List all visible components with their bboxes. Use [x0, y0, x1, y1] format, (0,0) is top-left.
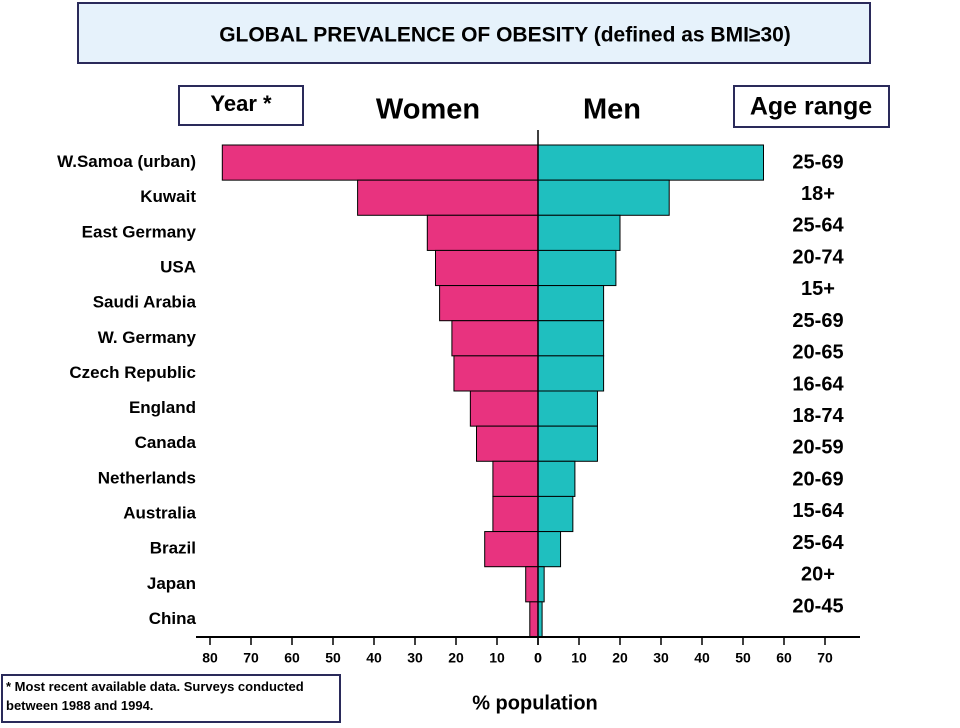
footnote: * Most recent available data. Surveys co… [6, 679, 304, 713]
category-label: Saudi Arabia [93, 293, 197, 312]
bar [537, 495, 574, 533]
x-tick-label: 50 [325, 650, 341, 666]
bar [492, 460, 539, 497]
x-tick-label: 30 [407, 650, 423, 666]
category-label: W.Samoa (urban) [57, 152, 196, 171]
age-range: 18+ [801, 183, 835, 205]
bar [221, 144, 539, 181]
x-tick-label: 70 [817, 650, 833, 666]
category-label: Brazil [150, 539, 196, 558]
bar [537, 355, 605, 392]
bar [537, 214, 621, 251]
bar [476, 425, 539, 462]
x-tick-label: 20 [448, 650, 464, 666]
x-tick-label: 20 [612, 650, 628, 666]
category-label: East Germany [82, 222, 197, 241]
x-tick-label: 40 [694, 650, 710, 666]
age-range: 20+ [801, 564, 835, 586]
x-axis-label: % population [472, 692, 598, 714]
bar [453, 355, 539, 392]
title-box [77, 2, 871, 64]
age-range: 20-59 [792, 437, 843, 459]
category-label: Kuwait [140, 187, 196, 206]
bar [537, 144, 764, 181]
category-label: Czech Republic [69, 363, 196, 382]
bar [426, 214, 539, 251]
age-box [733, 85, 890, 128]
bar [484, 531, 539, 568]
x-tick-label: 60 [776, 650, 792, 666]
right-header: Age range [750, 93, 872, 121]
age-range: 18-74 [792, 405, 844, 427]
age-range: 25-64 [792, 532, 844, 554]
bar [439, 285, 539, 322]
bar [492, 495, 539, 533]
bar [537, 285, 605, 322]
bar [537, 390, 598, 427]
x-tick-label: 40 [366, 650, 382, 666]
age-range: 20-69 [792, 468, 843, 490]
bar [469, 390, 539, 427]
age-range: 25-69 [792, 151, 843, 173]
bar [435, 249, 539, 287]
category-label: England [129, 398, 196, 417]
bar [537, 531, 562, 568]
x-tick-label: 0 [534, 650, 542, 666]
x-tick-label: 70 [243, 650, 259, 666]
x-tick-label: 10 [489, 650, 505, 666]
bar [525, 566, 539, 603]
bar [529, 601, 539, 638]
x-tick-label: 60 [284, 650, 300, 666]
year-box [178, 85, 304, 126]
category-label: Netherlands [98, 468, 196, 487]
bar [537, 425, 598, 462]
age-range: 20-74 [792, 246, 844, 268]
x-tick-label: 50 [735, 650, 751, 666]
category-label: USA [160, 257, 196, 276]
x-tick-label: 30 [653, 650, 669, 666]
category-label: Canada [135, 433, 197, 452]
age-range: 25-69 [792, 310, 843, 332]
age-range: 20-65 [792, 342, 843, 364]
bar [537, 320, 605, 357]
bar [537, 460, 576, 497]
bar [357, 179, 539, 216]
legend-women: Women [376, 94, 480, 126]
x-tick-label: 0 [534, 650, 542, 666]
bar [537, 566, 545, 603]
x-tick-label: 10 [571, 650, 587, 666]
x-tick-label: 80 [202, 650, 218, 666]
age-range: 25-64 [792, 215, 844, 237]
chart-title: GLOBAL PREVALENCE OF OBESITY (defined as… [219, 24, 791, 47]
age-range: 15-64 [792, 500, 844, 522]
footnote-box [1, 674, 341, 723]
category-label: Australia [123, 503, 196, 522]
bar [537, 249, 617, 287]
age-range: 16-64 [792, 373, 844, 395]
bar [451, 320, 539, 357]
category-label: Japan [147, 574, 196, 593]
footnote-wrap: * Most recent available data. Surveys co… [6, 679, 304, 713]
legend-men: Men [583, 94, 641, 126]
category-label: China [149, 609, 197, 628]
category-label: W. Germany [98, 328, 197, 347]
bar [537, 179, 670, 216]
age-range: 15+ [801, 278, 835, 300]
age-range: 20-45 [792, 595, 843, 617]
left-header: Year * [210, 91, 272, 116]
